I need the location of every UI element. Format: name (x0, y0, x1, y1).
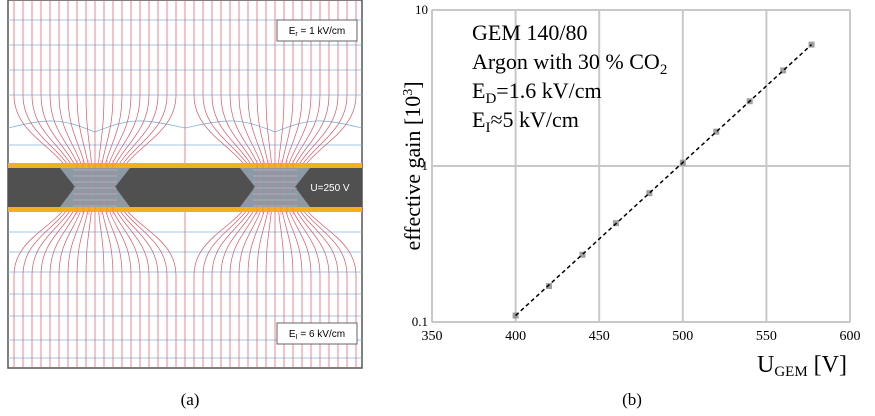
bottom-field-label: EI = 6 kV/cm (289, 329, 345, 341)
annotation-rest: ≈5 kV/cm (490, 107, 578, 132)
y-tick-label: 10 (415, 2, 428, 17)
annotation: GEM 140/80 (472, 20, 588, 45)
caption: (b) (622, 390, 642, 409)
label-box (276, 322, 358, 345)
annotation-rest: =1.6 kV/cm (496, 78, 601, 103)
annotation: Argon with 30 % CO2 (472, 49, 667, 78)
annotation-text: Argon with 30 % CO (472, 49, 660, 74)
fit-line (515, 44, 813, 317)
annotation-sub: 2 (660, 62, 668, 78)
label-box (276, 19, 358, 42)
label-rest: = 1 kV/cm (298, 26, 346, 37)
x-tick-label: 600 (840, 329, 861, 344)
panel-b: 350 400 450 500 550 600 0.1 1 10 GEM 140/80 Argon … (400, 2, 861, 380)
panel-a: U=250 V Er = 1 kV/cm EI = 6 kV/cm (7, 0, 363, 369)
annotation-text: GEM 140/80 (472, 20, 588, 45)
annotation: EI≈5 kV/cm (472, 107, 579, 136)
x-tick-label: 450 (589, 329, 610, 344)
y-tick-label: 1 (422, 158, 429, 173)
annotation-sub: I (485, 120, 490, 136)
label-text: effective gain [10 (400, 96, 425, 251)
label-rest: ] (400, 81, 425, 88)
data-point (646, 190, 653, 197)
data-point (546, 283, 553, 290)
x-axis-label: UGEM [V] (757, 352, 847, 380)
x-tick-label: 350 (422, 329, 443, 344)
label-text: E (289, 26, 296, 37)
label-text: E (289, 329, 296, 340)
annotation: ED=1.6 kV/cm (472, 78, 602, 107)
data-point (780, 67, 787, 74)
caption: (a) (181, 390, 200, 409)
kapton (8, 168, 362, 207)
label-rest: [V] (808, 352, 847, 378)
label-text: U (757, 352, 774, 378)
x-tick-label: 400 (505, 329, 526, 344)
data-point (713, 128, 720, 135)
label-sub: GEM (774, 364, 807, 380)
label-sub: I (296, 334, 298, 341)
label-sub: r (295, 31, 298, 38)
top-field-label: Er = 1 kV/cm (289, 26, 346, 38)
voltage-label: U=250 V (310, 183, 350, 194)
data-point (579, 251, 586, 258)
annotation-text: E (472, 78, 485, 103)
hole-field-lines (73, 160, 297, 215)
annotation-sub: D (485, 91, 496, 107)
x-tick-label: 500 (672, 329, 693, 344)
y-tick-label: 0.1 (412, 314, 428, 329)
label-sup: 3 (401, 89, 416, 96)
electrode-top (8, 163, 362, 168)
label-rest: = 6 kV/cm (298, 329, 346, 340)
x-tick-label: 550 (756, 329, 777, 344)
electrode-bottom (8, 207, 362, 212)
y-axis-label: effective gain [103] (400, 81, 425, 250)
annotation-text: E (472, 107, 485, 132)
